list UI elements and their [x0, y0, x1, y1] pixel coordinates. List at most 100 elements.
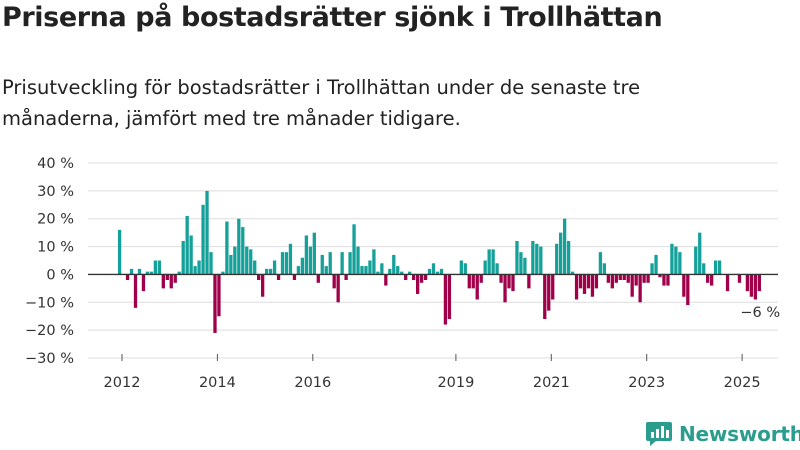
bar — [543, 274, 547, 319]
bar — [157, 260, 161, 275]
bar — [181, 241, 185, 275]
bar — [507, 274, 511, 289]
bar — [161, 274, 165, 289]
bar — [225, 221, 229, 275]
bar — [312, 232, 316, 275]
x-tick-label: 2023 — [628, 375, 665, 391]
bar — [694, 246, 698, 275]
bar — [296, 266, 301, 275]
bar — [408, 271, 412, 275]
bar — [169, 274, 173, 289]
bar — [463, 263, 467, 275]
bar — [574, 274, 579, 300]
bar — [189, 235, 193, 275]
bar — [527, 274, 531, 289]
bar — [717, 260, 722, 275]
bar — [443, 274, 448, 325]
y-tick-label: 30 % — [37, 184, 74, 200]
bar — [594, 274, 599, 289]
bar — [137, 268, 142, 275]
bar — [523, 257, 527, 275]
bar — [582, 274, 587, 294]
bar — [678, 252, 682, 275]
bar — [682, 274, 686, 297]
bar — [590, 274, 595, 297]
bar — [185, 215, 189, 275]
bar — [551, 274, 555, 300]
bar — [622, 274, 626, 280]
bar — [145, 271, 150, 275]
bar — [435, 271, 440, 275]
x-tick-label: 2016 — [294, 375, 331, 391]
bar — [566, 241, 571, 275]
bar — [630, 274, 634, 297]
bar — [288, 243, 293, 275]
bar — [749, 274, 754, 297]
bar — [511, 274, 515, 292]
bar — [495, 263, 499, 275]
bar — [153, 260, 158, 275]
bar — [539, 246, 543, 275]
bar — [650, 263, 654, 275]
bar — [614, 274, 618, 283]
bar — [201, 204, 205, 275]
brand-logo: Newsworthy — [645, 419, 800, 449]
bar — [535, 243, 539, 275]
x-tick-label: 2019 — [437, 375, 474, 391]
bar — [268, 268, 273, 275]
bar — [400, 271, 404, 275]
bar — [292, 274, 297, 280]
bar — [642, 274, 646, 283]
bar — [670, 243, 674, 275]
bar — [316, 274, 320, 283]
bar — [447, 274, 452, 319]
bar — [427, 268, 432, 275]
bar — [737, 274, 742, 283]
bar — [562, 218, 567, 275]
bar — [344, 274, 348, 280]
bar — [149, 271, 154, 275]
y-tick-label: 0 % — [46, 267, 74, 283]
y-tick-label: 10 % — [37, 240, 74, 256]
bar — [221, 271, 225, 275]
bar — [129, 268, 134, 275]
y-tick-label: 20 % — [37, 212, 74, 228]
bar — [725, 274, 730, 292]
bar — [261, 274, 265, 297]
bar — [662, 274, 666, 286]
bar — [471, 274, 475, 289]
bar — [336, 274, 340, 303]
y-tick-label: −30 % — [25, 351, 74, 367]
bar — [586, 274, 591, 289]
bar — [388, 268, 392, 275]
bar — [320, 254, 324, 275]
bar — [241, 227, 245, 275]
bar — [348, 252, 352, 275]
bar — [217, 274, 221, 317]
brand-name: Newsworthy — [679, 422, 800, 446]
bar — [213, 274, 217, 333]
chart-subtitle: Prisutveckling för bostadsrätter i Troll… — [2, 76, 641, 130]
bars — [117, 190, 761, 333]
bar — [753, 274, 758, 300]
bar — [710, 274, 714, 286]
bar — [197, 260, 201, 275]
bar — [602, 263, 607, 275]
newsworthy-logo-icon — [646, 422, 672, 446]
bar — [368, 260, 372, 275]
last-value-label: −6 % — [740, 305, 780, 321]
bar — [133, 274, 138, 308]
bar — [598, 252, 603, 275]
bar — [245, 246, 249, 275]
bar — [253, 260, 257, 275]
bar — [193, 266, 197, 275]
bar — [503, 274, 507, 303]
bar — [229, 254, 233, 275]
bar — [610, 274, 614, 289]
bar — [618, 274, 622, 280]
bar — [666, 274, 670, 286]
y-axis: 40 % 30 % 20 % 10 % 0 % −10 % −20 % −30 % — [25, 156, 74, 367]
bar — [117, 229, 122, 275]
bar — [308, 246, 312, 275]
